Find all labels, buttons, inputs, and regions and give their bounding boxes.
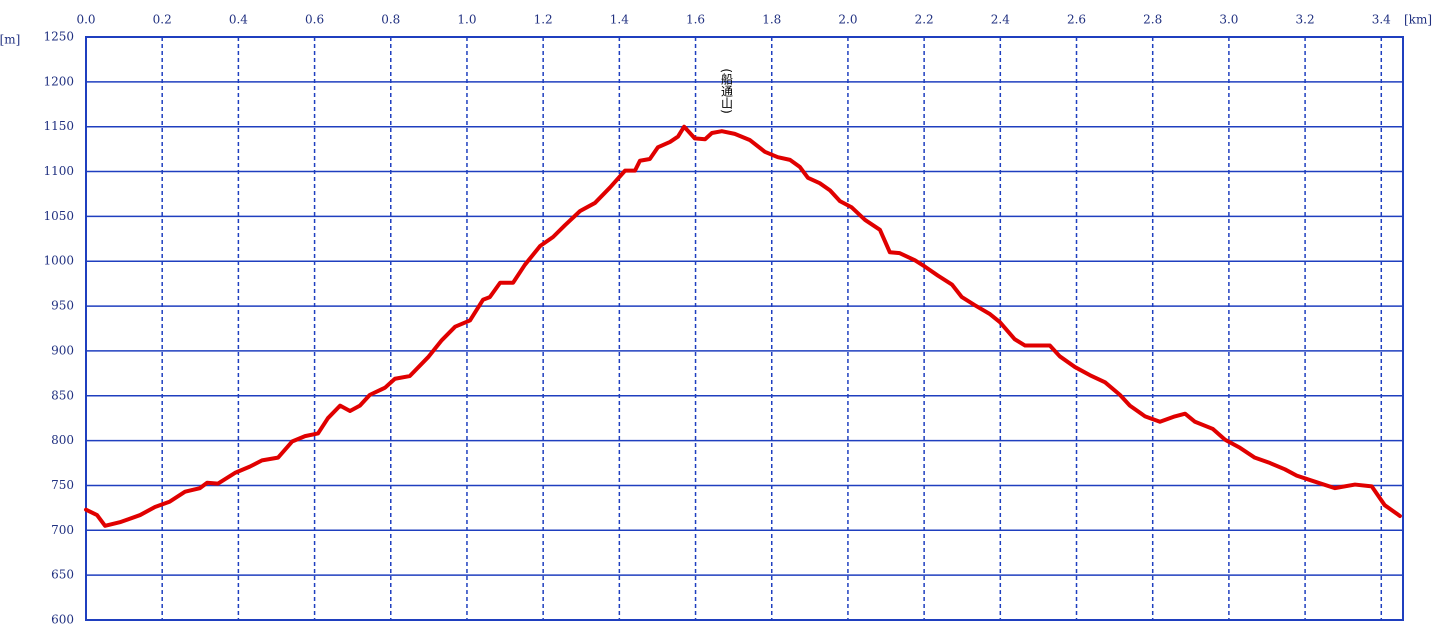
y-tick-label: 1100 — [43, 164, 74, 178]
y-tick-label: 750 — [51, 478, 74, 492]
plot-border — [85, 36, 1404, 621]
x-tick-label: 0.0 — [76, 13, 95, 27]
y-tick-label: 900 — [51, 343, 74, 357]
elevation-line — [84, 124, 1402, 528]
y-axis-unit: [m] — [0, 33, 20, 47]
plot-area — [86, 37, 1403, 620]
y-tick-label: 650 — [51, 568, 74, 582]
y-tick-label: 800 — [51, 433, 74, 447]
x-tick-label: 0.6 — [305, 13, 324, 27]
x-tick-label: 2.4 — [991, 13, 1010, 27]
x-tick-label: 2.6 — [1067, 13, 1086, 27]
annotation: (船通山) — [720, 68, 734, 113]
x-tick-label: 2.8 — [1143, 13, 1162, 27]
x-tick-label: 3.0 — [1219, 13, 1238, 27]
x-tick-label: 3.4 — [1372, 13, 1391, 27]
y-tick-label: 1200 — [43, 74, 74, 88]
y-tick-label: 600 — [51, 613, 74, 627]
y-tick-label: 700 — [51, 523, 74, 537]
y-tick-label: 850 — [51, 388, 74, 402]
x-tick-label: 0.2 — [153, 13, 172, 27]
x-tick-label: 2.0 — [838, 13, 857, 27]
x-tick-label: 2.2 — [915, 13, 934, 27]
x-tick-label: 1.4 — [610, 13, 629, 27]
y-tick-label: 950 — [51, 299, 74, 313]
x-tick-label: 1.8 — [762, 13, 781, 27]
x-tick-label: 3.2 — [1296, 13, 1315, 27]
y-tick-label: 1150 — [43, 119, 74, 133]
y-tick-label: 1250 — [43, 30, 74, 44]
x-axis-unit: [km] — [1404, 13, 1432, 27]
x-tick-label: 1.2 — [534, 13, 553, 27]
y-tick-label: 1000 — [43, 254, 74, 268]
x-tick-label: 1.6 — [686, 13, 705, 27]
x-tick-label: 0.4 — [229, 13, 248, 27]
x-tick-label: 0.8 — [381, 13, 400, 27]
y-tick-label: 1050 — [43, 209, 74, 223]
x-tick-label: 1.0 — [457, 13, 476, 27]
